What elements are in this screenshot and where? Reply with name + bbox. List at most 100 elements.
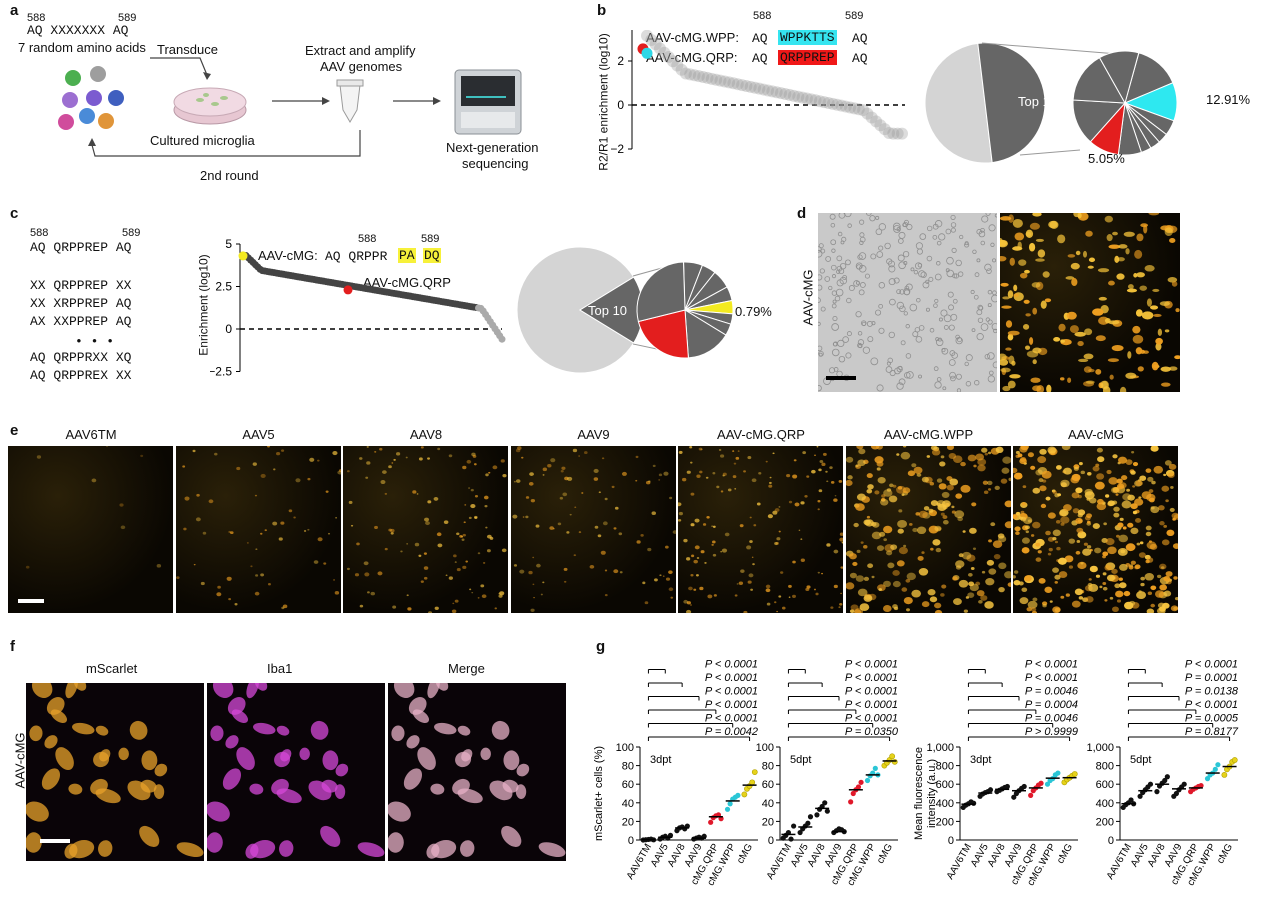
bf-cell: [936, 261, 941, 266]
fl-cell: [453, 554, 457, 558]
fl-cell: [746, 545, 752, 550]
fl-cell: [817, 571, 820, 574]
b-connector: [1019, 149, 1081, 156]
fl-cell: [788, 596, 791, 598]
fl-cell: [480, 584, 485, 588]
fl-cell: [984, 578, 994, 586]
fl-cell: [1118, 456, 1127, 464]
bf-cell: [951, 352, 958, 359]
fl-cell: [1123, 231, 1135, 237]
b-rank-point: [736, 79, 749, 92]
fl-cell: [1013, 570, 1019, 574]
cell: [391, 725, 405, 742]
cell: [210, 725, 224, 742]
fl-cell: [652, 464, 656, 468]
g-note: 5dpt: [790, 754, 811, 766]
fl-cell: [593, 477, 598, 481]
fl-cell: [466, 459, 472, 464]
g-point: [708, 819, 714, 825]
fl-cell: [1174, 355, 1180, 360]
a-pos-589: 589: [118, 12, 137, 24]
fl-cell: [1125, 248, 1130, 255]
fl-cell: [500, 459, 505, 463]
fl-cell: [370, 591, 376, 596]
cell: [29, 725, 43, 742]
fl-cell: [699, 586, 704, 591]
fl-cell: [833, 549, 839, 554]
cell: [245, 843, 259, 859]
fl-cell: [756, 502, 761, 506]
fl-cell: [1172, 543, 1178, 550]
bf-cell: [897, 254, 905, 262]
bf-cell: [991, 323, 997, 331]
cell: [457, 725, 471, 736]
fl-cell: [871, 531, 881, 540]
fl-cell: [416, 493, 419, 495]
fl-cell: [485, 526, 488, 529]
bf-cell: [831, 274, 837, 279]
fl-cell: [483, 495, 489, 500]
b-qrp-aq1: AQ: [752, 51, 768, 66]
fl-cell: [388, 465, 392, 469]
g-ytick-label: 100: [616, 742, 634, 754]
fl-cell: [227, 530, 231, 534]
fl-cell: [1007, 290, 1014, 299]
b-rank-point: [757, 83, 770, 96]
fl-cell: [1087, 471, 1092, 476]
fl-cell: [1024, 525, 1030, 530]
fl-cell: [953, 510, 964, 519]
fl-cell: [1104, 599, 1108, 602]
fl-cell: [583, 451, 588, 455]
fl-cell: [826, 543, 831, 547]
fl-cell: [840, 592, 842, 595]
bf-cell: [940, 309, 948, 317]
fl-cell: [862, 519, 871, 526]
fl-cell: [1163, 524, 1168, 528]
fl-cell: [486, 534, 492, 539]
b-rank-point: [675, 63, 688, 76]
fl-cell: [528, 472, 534, 476]
fl-cell: [786, 474, 791, 478]
fl-cell: [359, 457, 363, 460]
b-rank-point: [718, 75, 731, 88]
g-point: [1221, 771, 1228, 778]
g-point: [1215, 762, 1221, 768]
c-ytick-label: 5: [225, 237, 232, 251]
fl-cell: [1119, 517, 1124, 522]
b-rank-point: [692, 70, 705, 83]
fl-cell: [1005, 320, 1013, 328]
fl-cell: [1159, 521, 1165, 526]
bf-cell: [992, 258, 997, 263]
fl-cell: [948, 478, 958, 486]
b-rank-point: [887, 127, 900, 140]
fl-cell: [1167, 277, 1178, 283]
fl-cell: [738, 581, 744, 586]
fl-cell: [1066, 311, 1077, 320]
fl-cell: [739, 524, 744, 528]
fl-cell: [870, 446, 879, 450]
fl-cell: [898, 546, 908, 555]
fl-cell: [958, 579, 968, 588]
bf-cell: [987, 319, 993, 325]
fl-cell: [414, 542, 420, 547]
bf-cell: [859, 232, 865, 238]
g-ytick-label: 200: [1096, 816, 1114, 828]
bf-cell: [896, 382, 904, 390]
cell: [222, 768, 242, 790]
fl-cell: [1011, 360, 1016, 366]
fl-cell: [332, 579, 335, 581]
fl-cell: [1065, 593, 1070, 597]
fl-cell: [1060, 339, 1065, 343]
fl-cell: [970, 566, 975, 570]
b-rank-point: [783, 88, 796, 101]
fl-cell: [1130, 560, 1136, 565]
fl-cell: [1001, 467, 1009, 474]
fl-cell: [451, 609, 457, 613]
g-point: [1212, 766, 1218, 772]
b-rank-point: [774, 87, 787, 100]
bf-cell: [952, 298, 958, 304]
b-rank-point: [835, 99, 848, 112]
g-pvalue: P < 0.0001: [845, 686, 898, 698]
g-point: [1038, 780, 1044, 786]
fl-cell: [573, 506, 576, 509]
